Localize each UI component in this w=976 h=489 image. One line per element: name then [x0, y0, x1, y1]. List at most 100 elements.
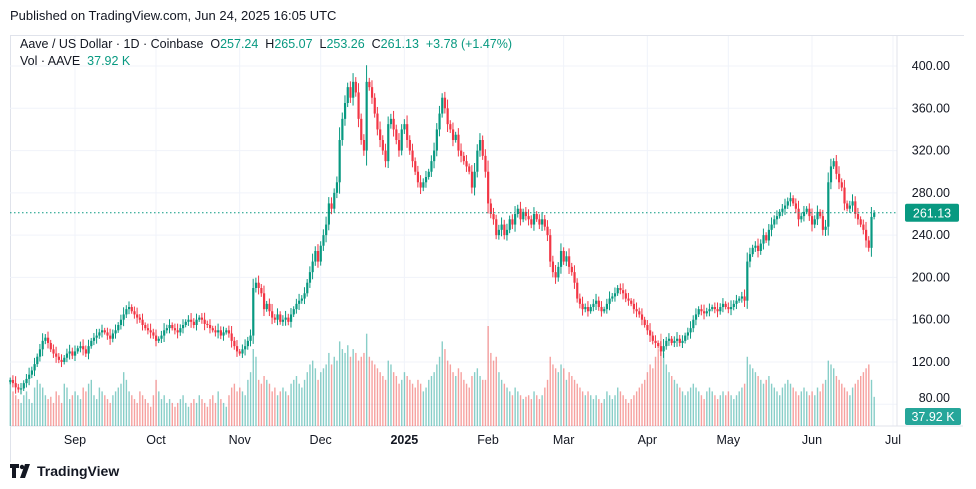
candle-body	[630, 300, 633, 304]
candle-body	[508, 219, 511, 230]
volume-bar	[60, 402, 63, 426]
volume-bar	[689, 387, 692, 426]
volume-bar	[417, 379, 419, 426]
candle-body	[816, 211, 819, 220]
volume-bar	[214, 402, 217, 426]
volume-bar	[517, 391, 519, 426]
volume-bar	[733, 399, 735, 426]
candle-body	[846, 203, 849, 209]
y-tick-label: 200.00	[912, 270, 950, 284]
volume-label[interactable]: Vol · AAVE	[20, 54, 81, 68]
volume-bar	[484, 379, 487, 426]
candle-body	[338, 140, 341, 183]
candle-body	[146, 328, 150, 331]
candle-body	[179, 328, 182, 333]
candle-body	[49, 342, 52, 350]
candle-body	[365, 81, 368, 151]
volume-bar	[668, 372, 670, 426]
volume-bar	[446, 360, 449, 426]
volume-bar	[15, 395, 17, 426]
volume-bar	[473, 372, 476, 426]
symbol-title[interactable]: Aave / US Dollar · 1D · Coinbase	[20, 37, 204, 51]
candle-body	[52, 349, 55, 354]
change-value: +3.78 (+1.47%)	[425, 37, 513, 51]
volume-bar	[241, 391, 244, 426]
candle-body	[360, 118, 363, 140]
candle-body	[516, 208, 519, 214]
volume-bar	[738, 391, 740, 426]
candle-body	[649, 330, 652, 336]
volume-bar	[360, 356, 362, 426]
volume-bar	[330, 364, 333, 426]
candle-body	[90, 340, 93, 347]
candle-body	[713, 307, 717, 310]
volume-bar	[433, 372, 435, 426]
volume-bar	[141, 395, 144, 426]
candle-body	[300, 298, 303, 301]
volume-bar	[139, 391, 141, 426]
volume-bar	[301, 387, 303, 426]
candle-body	[457, 134, 460, 151]
tradingview-footer[interactable]: TradingView	[10, 463, 119, 479]
volume-bar	[644, 379, 646, 426]
candle-body	[827, 182, 830, 227]
candle-body	[819, 211, 822, 217]
volume-bar	[752, 368, 754, 426]
volume-bar	[603, 399, 605, 426]
candle-body	[117, 325, 120, 331]
candle-body	[63, 357, 66, 362]
volume-bar	[873, 396, 875, 426]
volume-bar	[185, 402, 187, 426]
volume-bar	[322, 368, 325, 426]
volume-bar	[266, 379, 268, 426]
volume-bar	[833, 368, 835, 426]
candle-body	[865, 229, 868, 241]
high-label: H	[265, 37, 275, 51]
x-tick-label: Nov	[229, 433, 252, 447]
volume-row: Vol · AAVE 37.92 K	[20, 53, 512, 70]
volume-bar	[544, 387, 546, 426]
candle-body	[333, 192, 336, 209]
volume-bar	[762, 383, 765, 426]
x-tick-label: May	[717, 433, 741, 447]
candle-body	[95, 335, 98, 338]
candle-body	[244, 346, 247, 350]
candle-body	[694, 314, 698, 320]
volume-bar	[117, 387, 119, 426]
volume-bar	[573, 379, 576, 426]
volume-value: 37.92 K	[87, 54, 131, 68]
candle-body	[214, 330, 217, 333]
candle-body	[273, 317, 276, 320]
candle-body	[362, 140, 366, 151]
volume-bar	[201, 399, 203, 426]
candle-body	[133, 311, 136, 315]
volume-bar	[617, 387, 619, 426]
candle-body	[595, 300, 598, 304]
volume-bar	[195, 402, 198, 426]
candle-body	[68, 351, 71, 354]
close-value: 261.13	[380, 37, 419, 51]
candle-body	[635, 309, 638, 312]
candle-body	[17, 387, 20, 390]
candle-body	[284, 317, 287, 320]
candle-body	[794, 203, 798, 209]
candle-body	[705, 311, 708, 314]
volume-bar	[55, 391, 57, 426]
volume-bar	[344, 352, 346, 426]
candle-body	[217, 330, 220, 333]
volume-bar	[716, 399, 719, 426]
volume-bar	[220, 399, 222, 426]
candle-body	[775, 216, 779, 220]
candle-body	[184, 321, 187, 325]
volume-bar	[290, 383, 292, 426]
volume-bar	[147, 402, 149, 426]
candle-body	[311, 261, 314, 273]
candle-body	[319, 245, 322, 262]
volume-bar	[722, 391, 724, 426]
candle-body	[203, 319, 206, 324]
volume-bar	[179, 399, 182, 426]
candle-body	[28, 374, 31, 379]
volume-bar	[341, 349, 344, 426]
volume-bar	[708, 387, 711, 426]
